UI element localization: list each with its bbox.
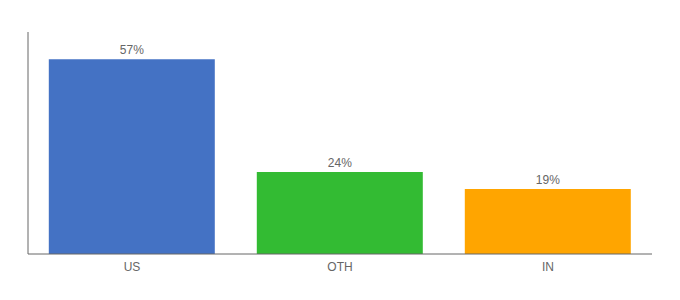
svg-text:IN: IN <box>542 260 554 274</box>
svg-text:US: US <box>124 260 141 274</box>
svg-text:24%: 24% <box>328 156 352 170</box>
svg-text:57%: 57% <box>120 43 144 57</box>
svg-text:19%: 19% <box>536 173 560 187</box>
svg-text:OTH: OTH <box>327 260 352 274</box>
